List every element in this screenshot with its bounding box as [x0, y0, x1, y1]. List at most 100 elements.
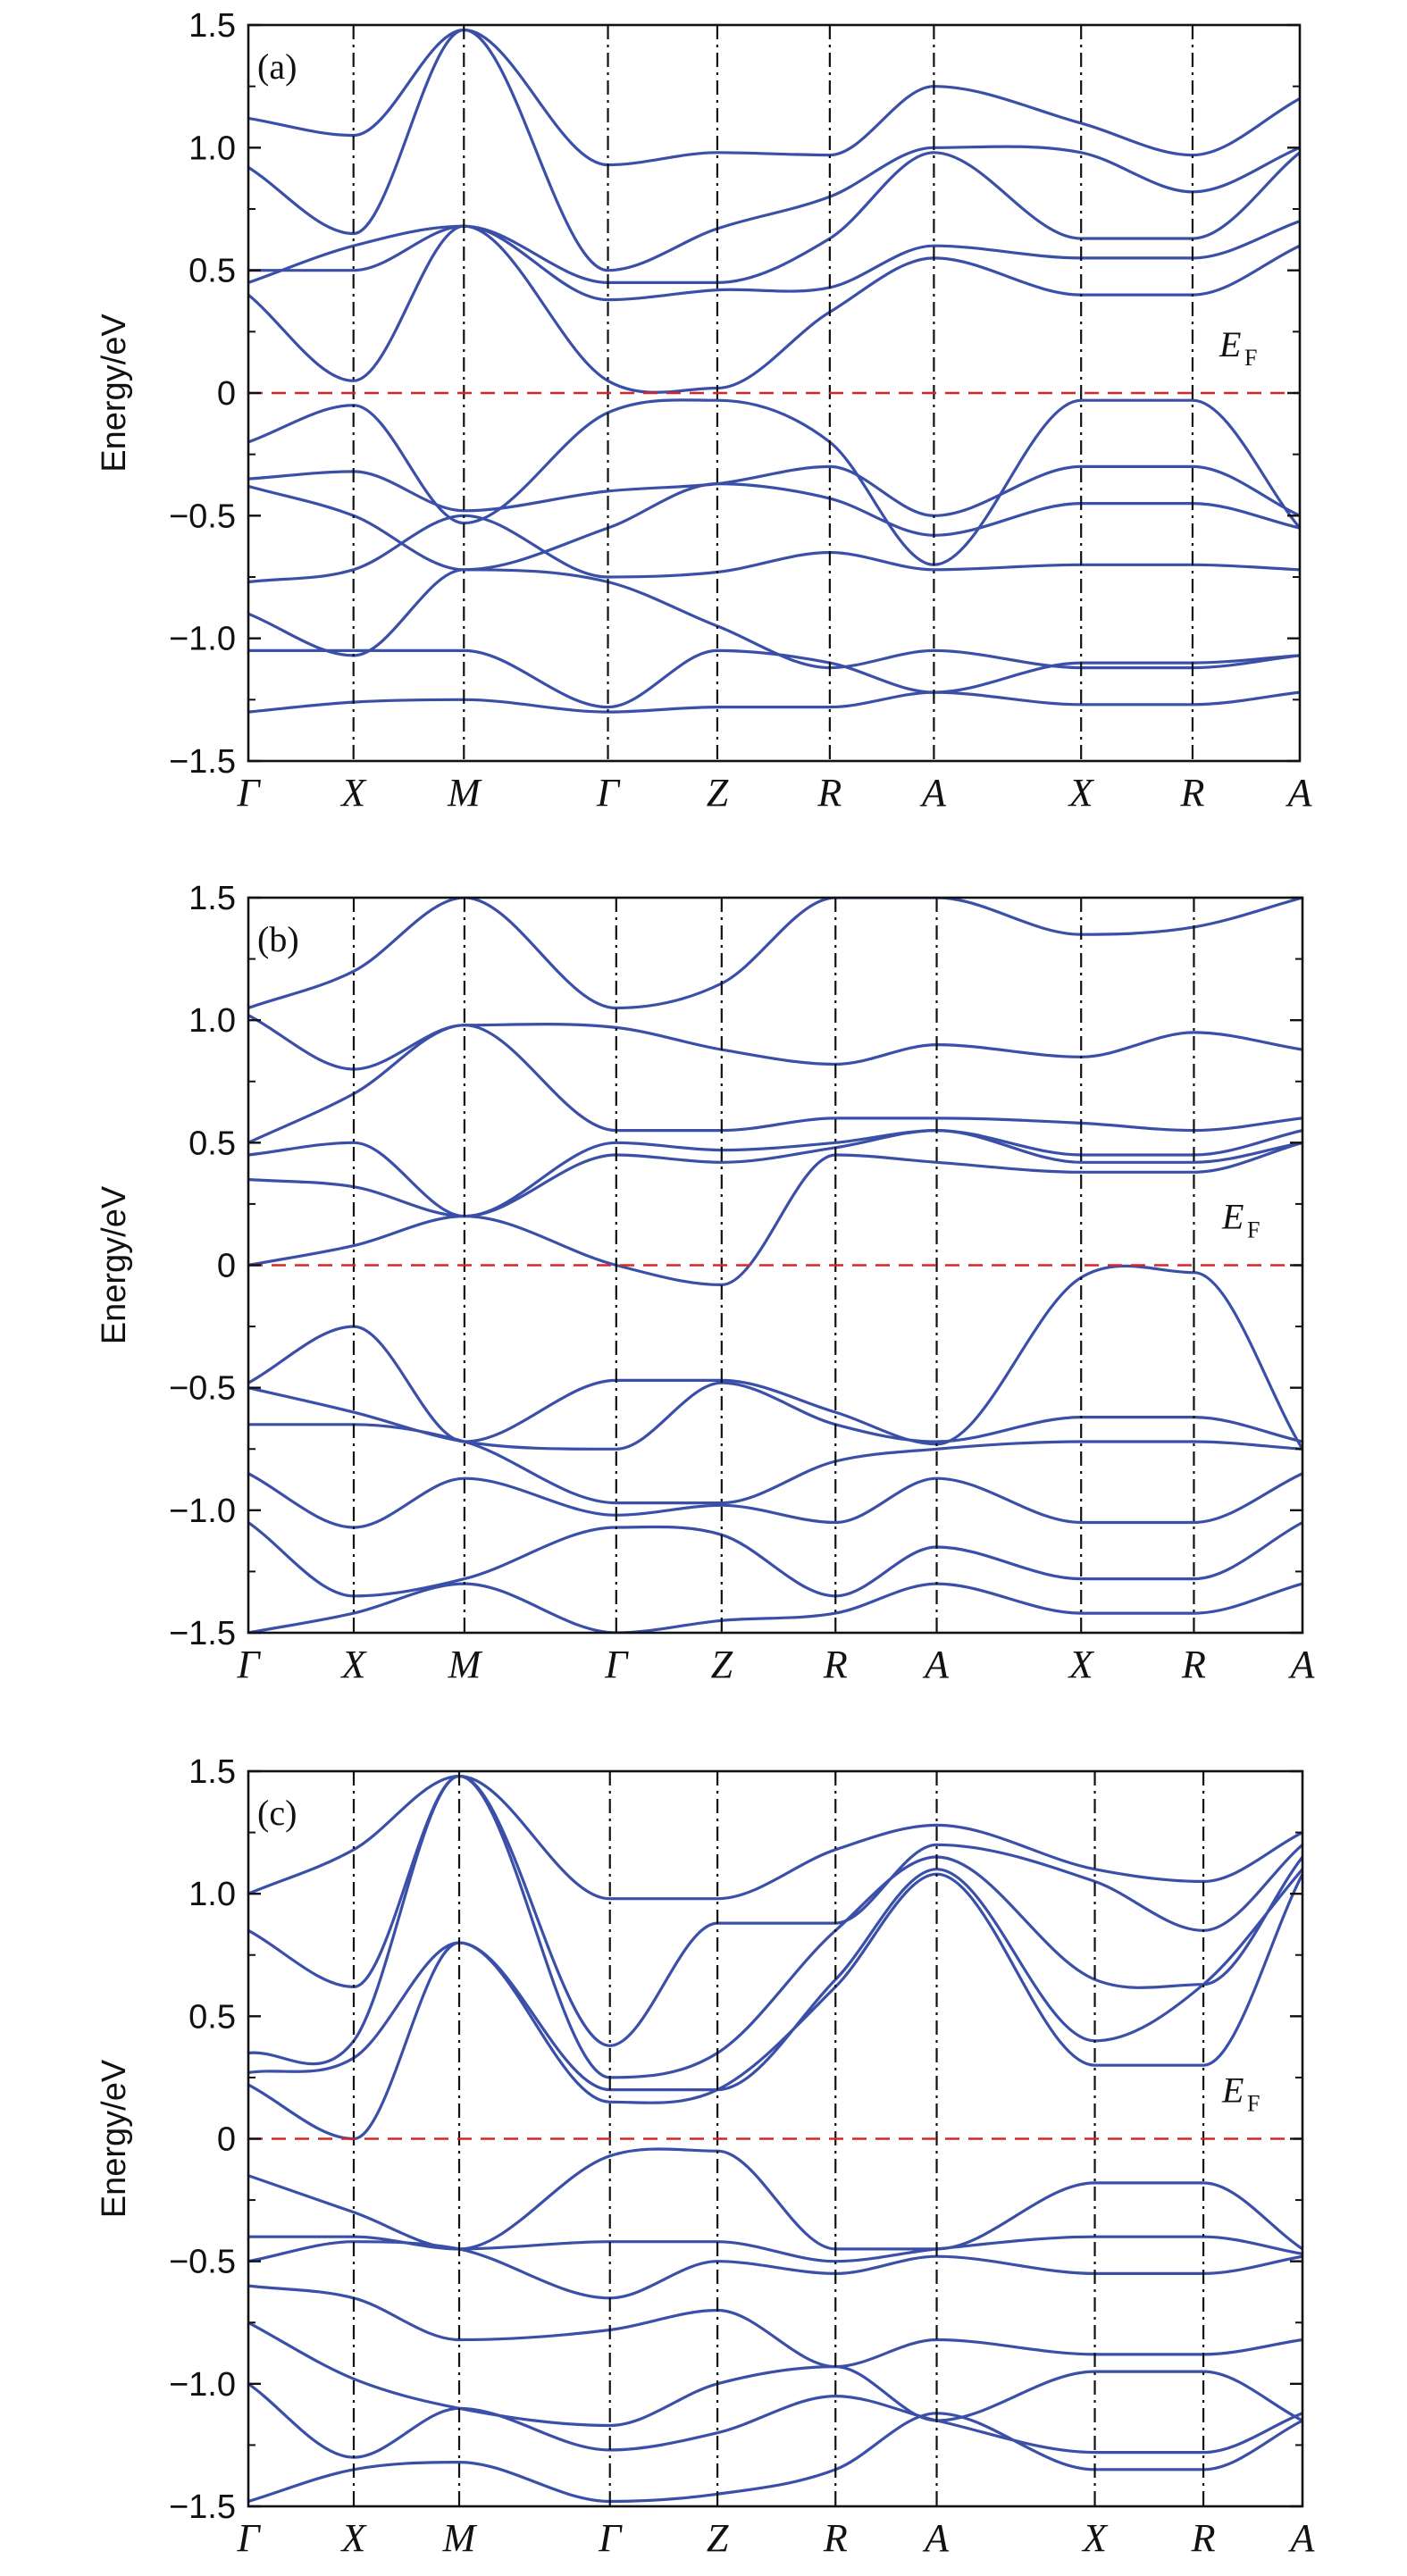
band-line-10 — [248, 1774, 1302, 2079]
kpath-label-4: Γ — [598, 2516, 623, 2560]
y-tick-label: 1.5 — [188, 1753, 236, 1791]
kpath-label-3: M — [448, 1643, 483, 1686]
kpath-label-7: A — [919, 771, 947, 815]
kpath-label-5: Z — [711, 1643, 733, 1686]
fermi-energy-label: E — [1221, 2070, 1244, 2110]
y-tick-label: 1.5 — [188, 880, 236, 917]
kpath-label-2: X — [340, 2516, 368, 2560]
kpath-label-10: A — [1288, 1643, 1316, 1686]
band-line-4 — [248, 2284, 1302, 2369]
band-line-4 — [248, 1423, 1302, 1505]
band-line-9 — [248, 220, 1300, 302]
kpath-label-9: R — [1191, 2516, 1216, 2560]
y-tick-label: −1.0 — [169, 621, 236, 658]
y-tick-label: 0.5 — [188, 253, 236, 290]
panel-a: −1.5 −1.0 −0.5 0 0.5 1.0 1.5 Γ X M Γ Z R A X R A Energy/e… — [96, 7, 1313, 815]
kpath-label-2: X — [339, 771, 367, 815]
y-tick-label: −0.5 — [169, 498, 236, 535]
band-line-6 — [248, 464, 1300, 517]
band-line-1 — [248, 2412, 1302, 2504]
y-tick-label: −0.5 — [169, 2244, 236, 2281]
band-line-12 — [248, 28, 1300, 167]
band-line-11 — [248, 1774, 1302, 2047]
kpath-label-10: A — [1286, 771, 1313, 815]
band-line-9 — [248, 1128, 1302, 1218]
band-line-2 — [248, 648, 1300, 709]
band-line-12 — [248, 898, 1302, 1010]
band-line-6 — [248, 1264, 1302, 1451]
bands-group — [248, 28, 1300, 714]
kpath-label-5: Z — [707, 771, 729, 815]
y-tick-label: 0 — [217, 1248, 236, 1285]
band-line-10 — [248, 1024, 1302, 1144]
panel-label: (b) — [257, 919, 299, 959]
y-axis-label: Energy/eV — [96, 1185, 133, 1344]
kpath-label-1: Γ — [236, 1643, 261, 1686]
band-line-8 — [248, 1872, 1302, 2141]
kpath-label-8: X — [1068, 771, 1095, 815]
y-tick-label: 1.5 — [188, 7, 236, 45]
y-tick-label: −1.0 — [169, 1493, 236, 1530]
y-tick-label: −1.5 — [169, 743, 236, 781]
band-line-10 — [248, 151, 1300, 285]
panel-b: −1.5 −1.0 −0.5 0 0.5 1.0 1.5 Γ X M Γ Z R A X R A Energy/e… — [96, 880, 1316, 1686]
band-line-7 — [248, 398, 1300, 566]
fermi-energy-label: E — [1221, 1196, 1244, 1236]
y-tick-label: 1.0 — [188, 1876, 236, 1913]
y-tick-label: −1.5 — [169, 2488, 236, 2526]
panel-label: (a) — [257, 46, 297, 87]
kpath-label-3: M — [447, 771, 482, 815]
kpath-label-4: Γ — [604, 1643, 629, 1686]
y-tick-label: −0.5 — [169, 1370, 236, 1408]
kpath-label-2: X — [340, 1643, 368, 1686]
kpath-label-1: Γ — [236, 2516, 261, 2560]
fermi-energy-label: E — [1219, 324, 1241, 364]
band-line-2 — [248, 2382, 1302, 2459]
kpath-label-8: X — [1068, 1643, 1095, 1686]
y-axis-label: Energy/eV — [96, 314, 133, 473]
band-line-1 — [248, 1582, 1302, 1633]
y-tick-label: 0 — [217, 375, 236, 413]
band-line-11 — [248, 1014, 1302, 1071]
kpath-label-8: X — [1081, 2516, 1109, 2560]
y-tick-label: 1.0 — [188, 1002, 236, 1040]
y-tick-label: −1.0 — [169, 2366, 236, 2404]
band-line-1 — [248, 690, 1300, 714]
band-line-3 — [248, 1472, 1302, 1529]
band-line-2 — [248, 1521, 1302, 1598]
kpath-label-5: Z — [707, 2516, 729, 2560]
band-line-5 — [248, 481, 1300, 572]
band-line-3 — [248, 2321, 1302, 2428]
fermi-energy-subscript: F — [1247, 2090, 1260, 2116]
band-line-7 — [248, 1141, 1302, 1287]
kpath-label-7: A — [922, 2516, 950, 2560]
y-tick-label: 1.0 — [188, 130, 236, 167]
band-line-7 — [248, 2147, 1302, 2251]
kpath-label-4: Γ — [596, 771, 621, 815]
bands-group — [248, 898, 1302, 1633]
kpath-label-7: A — [922, 1643, 950, 1686]
y-tick-label: −1.5 — [169, 1615, 236, 1652]
panel-label: (c) — [257, 1793, 297, 1833]
band-line-3 — [248, 568, 1300, 670]
panel-c: −1.5 −1.0 −0.5 0 0.5 1.0 1.5 Γ X M Γ Z R A X R A Energy/e… — [96, 1753, 1316, 2560]
kpath-label-6: R — [823, 2516, 848, 2560]
y-tick-label: 0 — [217, 2121, 236, 2159]
kpath-label-3: M — [442, 2516, 478, 2560]
y-tick-label: 0.5 — [188, 1998, 236, 2036]
fermi-energy-subscript: F — [1247, 1217, 1260, 1242]
band-line-8 — [248, 1128, 1302, 1218]
y-axis-label: Energy/eV — [96, 2059, 133, 2218]
band-line-6 — [248, 2235, 1302, 2263]
band-line-8 — [248, 224, 1300, 394]
band-line-12 — [248, 1774, 1302, 1901]
y-tick-label: 0.5 — [188, 1125, 236, 1162]
kpath-label-1: Γ — [236, 771, 261, 815]
kpath-label-6: R — [823, 1643, 848, 1686]
fermi-energy-subscript: F — [1244, 345, 1257, 371]
kpath-label-9: R — [1180, 771, 1205, 815]
band-line-9 — [248, 1868, 1302, 2092]
band-line-4 — [248, 514, 1300, 584]
kpath-label-6: R — [817, 771, 842, 815]
